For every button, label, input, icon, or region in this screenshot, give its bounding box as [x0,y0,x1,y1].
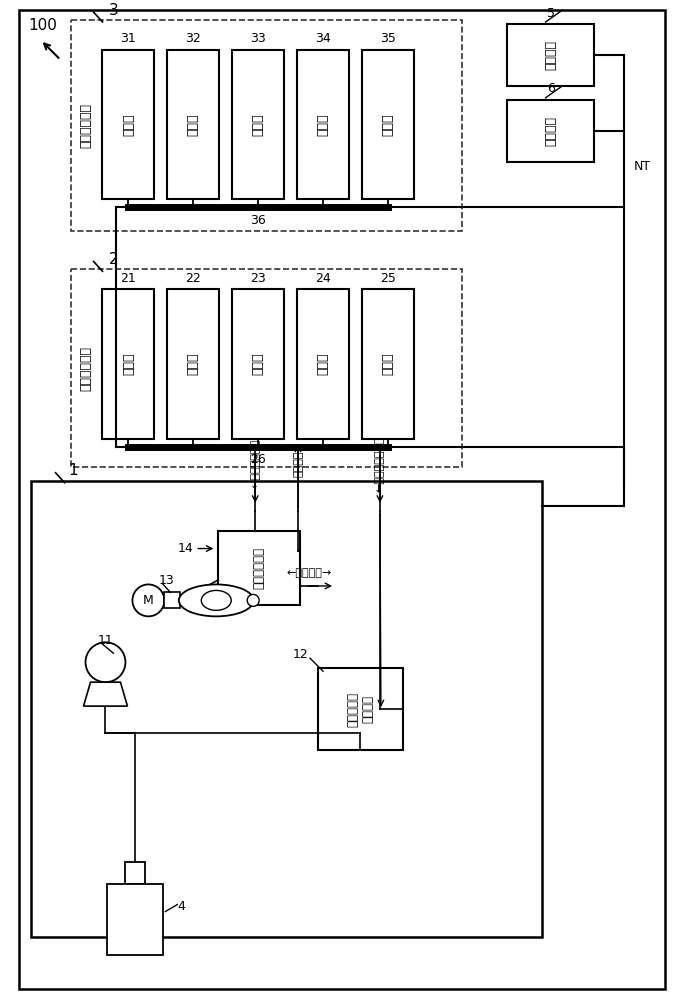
Ellipse shape [201,590,232,610]
Text: 13: 13 [159,574,174,587]
Bar [71,20,462,231]
Text: 操作部: 操作部 [251,353,264,375]
Circle shape [247,594,259,606]
Text: 24: 24 [315,272,331,285]
Text: 26: 26 [250,453,266,466]
Bar [36,487,536,931]
Text: 操作部: 操作部 [251,113,264,136]
Circle shape [133,584,164,616]
Text: 图像数据: 图像数据 [293,451,303,477]
Text: ←放射线照射条件: ←放射线照射条件 [375,436,385,492]
Ellipse shape [179,584,254,616]
Text: 通信部: 通信部 [381,113,394,136]
Text: 25: 25 [380,272,396,285]
Bar [507,24,594,86]
Text: 1: 1 [69,463,78,478]
Bar [168,289,219,439]
Text: 21: 21 [120,272,136,285]
Text: 22: 22 [185,272,201,285]
Text: 控制部: 控制部 [122,353,135,375]
Bar [107,884,164,955]
Text: 6: 6 [547,82,554,95]
Text: 34: 34 [315,32,331,45]
Text: ←图像读取条件: ←图像读取条件 [250,439,260,488]
Text: 35: 35 [380,32,396,45]
Text: 存储部: 存储部 [187,353,200,375]
Bar [102,50,155,199]
Text: 33: 33 [250,32,266,45]
Bar [297,289,349,439]
Text: 11: 11 [98,634,113,647]
Bar [362,289,414,439]
Polygon shape [84,682,127,706]
Text: 通信部: 通信部 [381,353,394,375]
Text: ←同步信号→: ←同步信号→ [286,568,332,578]
Text: 12: 12 [293,648,308,661]
Text: 诊断用控制台: 诊断用控制台 [79,103,92,148]
Circle shape [85,642,126,682]
Bar [168,50,219,199]
Text: 移动终端: 移动终端 [544,116,557,146]
Text: 读取控制装置: 读取控制装置 [253,547,266,589]
Text: 2: 2 [109,252,118,267]
Text: 存储部: 存储部 [187,113,200,136]
Bar [102,289,155,439]
Bar [318,668,403,750]
Text: 3: 3 [109,3,118,18]
Text: 控制部: 控制部 [122,113,135,136]
Bar [232,50,284,199]
Text: 14: 14 [177,542,193,555]
Bar [71,269,462,467]
Text: 放射线照射
控制装置: 放射线照射 控制装置 [346,692,374,727]
Text: 显示部: 显示部 [317,353,330,375]
Bar [507,100,594,162]
Text: 拍摄用控制台: 拍摄用控制台 [79,346,92,391]
Bar [126,862,146,884]
Text: 4: 4 [177,900,185,913]
Bar [218,531,300,605]
Text: 32: 32 [185,32,201,45]
Bar [232,289,284,439]
Bar [31,481,541,937]
Text: 31: 31 [120,32,136,45]
Text: M: M [143,594,154,607]
Text: 显示部: 显示部 [317,113,330,136]
Text: 100: 100 [29,18,58,33]
Text: 5: 5 [547,7,554,20]
Text: NT: NT [633,160,651,173]
Text: 36: 36 [250,214,266,227]
Bar [297,50,349,199]
Text: 通用终端: 通用终端 [544,40,557,70]
Text: 23: 23 [250,272,266,285]
Bar [164,592,180,608]
Bar [362,50,414,199]
